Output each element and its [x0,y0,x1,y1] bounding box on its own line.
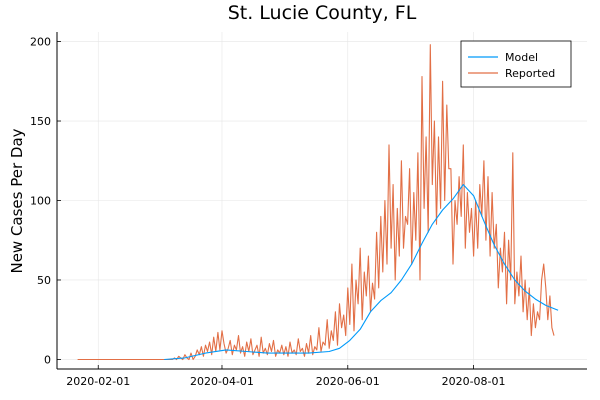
y-tick-label: 50 [37,274,51,287]
x-tick-label: 2020-04-01 [190,375,254,388]
legend-label-model: Model [505,51,538,64]
legend: Model Reported [460,40,572,88]
legend-label-reported: Reported [505,67,555,80]
y-tick-label: 0 [44,353,51,366]
x-tick-label: 2020-06-01 [316,375,380,388]
y-tick-label: 100 [30,195,51,208]
x-tick-label: 2020-02-01 [66,375,130,388]
legend-box [460,40,572,88]
y-tick-label: 200 [30,36,51,49]
y-tick-label: 150 [30,115,51,128]
grid [57,32,587,369]
series-line-reported [77,44,555,361]
series-line-model [164,184,559,361]
chart-title: St. Lucie County, FL [228,2,417,24]
x-tick-label: 2020-08-01 [442,375,506,388]
ticks: 0 50 100 150 200 2020-02-01 2020-04-01 2020-06-… [30,36,506,388]
series-layer [77,44,559,361]
y-axis-label: New Cases Per Day [8,128,26,273]
